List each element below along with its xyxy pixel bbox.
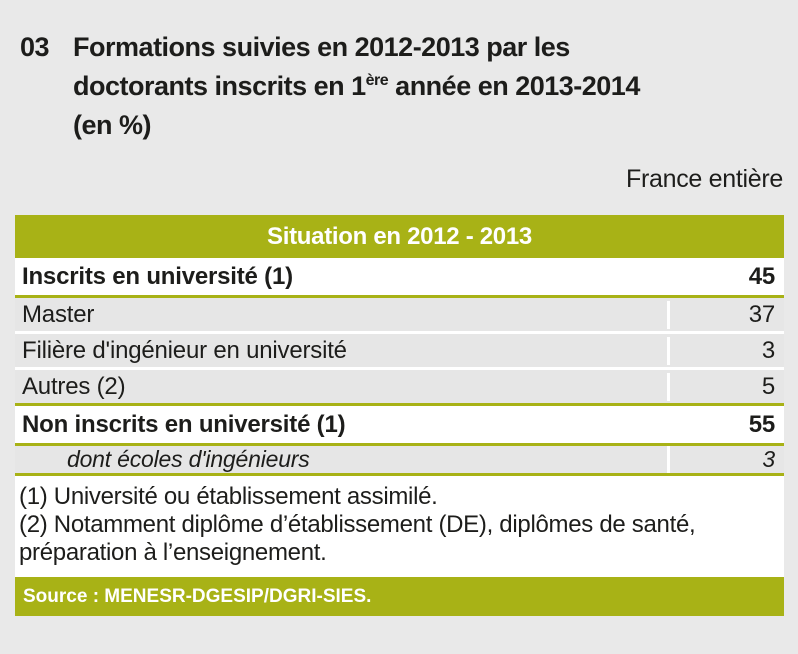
table-row: Inscrits en université (1) 45 bbox=[15, 258, 784, 295]
footnote-1: (1) Université ou établissement assimilé… bbox=[19, 483, 438, 510]
title-line-3: (en %) bbox=[73, 110, 152, 140]
region-label: France entière bbox=[626, 165, 783, 193]
figure-number: 03 bbox=[20, 32, 50, 62]
row-label: Non inscrits en université (1) bbox=[22, 410, 346, 438]
separator bbox=[15, 367, 784, 370]
row-value: 37 bbox=[667, 300, 784, 329]
row-value: 5 bbox=[667, 372, 784, 401]
row-label: Autres (2) bbox=[15, 372, 667, 401]
title-superscript: ère bbox=[365, 72, 389, 89]
row-value: 55 bbox=[748, 410, 775, 438]
separator bbox=[15, 295, 784, 298]
row-value: 3 bbox=[667, 336, 784, 365]
separator bbox=[15, 443, 784, 446]
row-label: dont écoles d'ingénieurs bbox=[67, 446, 310, 472]
footnote-2: (2) Notamment diplôme d’établissement (D… bbox=[19, 511, 696, 566]
table-column-header: Situation en 2012 - 2013 bbox=[15, 215, 784, 258]
row-label: Filière d'ingénieur en université bbox=[15, 336, 667, 365]
separator bbox=[15, 473, 784, 476]
source-bar: Source : MENESR-DGESIP/DGRI-SIES. bbox=[15, 577, 784, 616]
source-label: Source : MENESR-DGESIP/DGRI-SIES. bbox=[23, 585, 372, 607]
title-block: 03 Formations suivies en 2012-2013 par l… bbox=[0, 28, 798, 145]
statistics-table: Situation en 2012 - 2013 Inscrits en uni… bbox=[15, 215, 784, 616]
table-row: Filière d'ingénieur en université 3 bbox=[15, 334, 784, 367]
separator bbox=[15, 403, 784, 406]
footnotes: (1) Université ou établissement assimilé… bbox=[15, 476, 784, 577]
row-label: Master bbox=[15, 300, 667, 329]
separator bbox=[15, 331, 784, 334]
row-value: 45 bbox=[748, 262, 775, 290]
row-label: Inscrits en université (1) bbox=[22, 262, 293, 290]
page-title: Formations suivies en 2012-2013 par les … bbox=[73, 28, 640, 145]
table-row: Autres (2) 5 bbox=[15, 370, 784, 403]
table-row: Master 37 bbox=[15, 298, 784, 331]
title-line-2-post: année en 2013-2014 bbox=[388, 71, 640, 101]
row-value: 3 bbox=[667, 446, 784, 473]
title-line-2-pre: doctorants inscrits en 1 bbox=[73, 71, 366, 101]
title-line-1: Formations suivies en 2012-2013 par les bbox=[73, 32, 570, 62]
table-row: dont écoles d'ingénieurs 3 bbox=[15, 446, 784, 473]
table-row: Non inscrits en université (1) 55 bbox=[15, 406, 784, 443]
